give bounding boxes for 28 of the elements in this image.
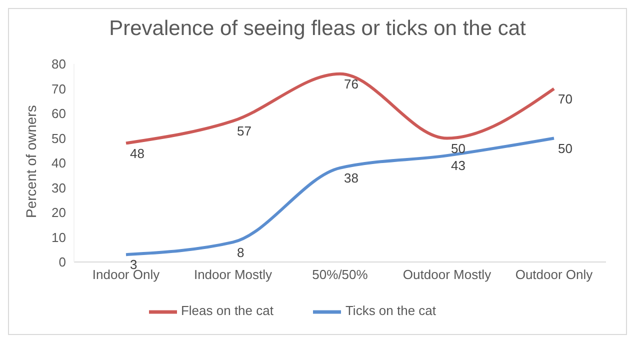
chart-title: Prevalence of seeing fleas or ticks on the cat [108,17,527,41]
x-tick-label: Indoor Mostly [194,267,273,282]
y-tick-label: 70 [52,81,66,96]
x-tick-label: Outdoor Only [515,267,594,282]
y-tick-label: 50 [52,130,66,146]
y-tick-label: 30 [52,180,66,196]
y-tick-label: 10 [52,230,66,245]
data-label: 38 [344,170,358,186]
x-tick-label: 50%/50% [312,267,368,282]
data-label: 8 [237,244,244,260]
data-label: 57 [237,124,252,139]
data-label: 43 [451,158,466,174]
y-tick-label: 80 [52,56,66,72]
data-label: 50 [451,140,466,156]
y-axis-title: Percent of owners [22,105,39,218]
line-series [124,136,556,256]
y-tick-label: 0 [58,254,66,270]
x-tick-label: Outdoor Mostly [402,267,492,282]
data-label: 48 [130,146,144,161]
y-tick-label: 40 [52,156,66,171]
legend-label: Ticks on the cat [345,303,436,318]
y-tick-label: 20 [52,205,66,220]
y-tick-label: 60 [52,106,66,122]
data-label: 70 [558,91,572,106]
data-label: 50 [558,140,572,156]
legend-label: Fleas on the cat [180,303,274,318]
data-label: 76 [344,76,358,92]
line-series [124,72,556,145]
